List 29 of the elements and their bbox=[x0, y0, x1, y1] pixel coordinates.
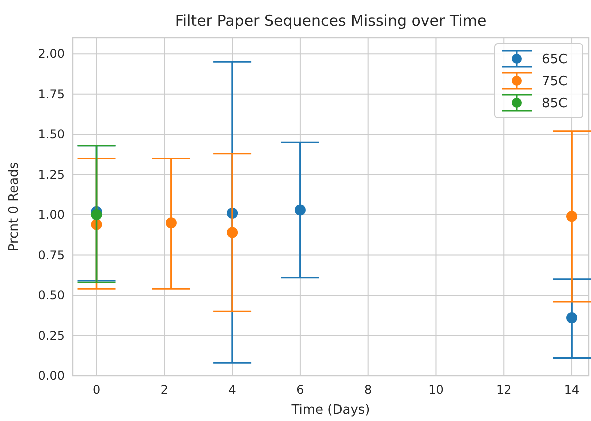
point bbox=[227, 227, 238, 238]
y-tick-label: 1.25 bbox=[38, 168, 65, 182]
x-axis-title: Time (Days) bbox=[290, 403, 370, 418]
y-tick-label: 0.25 bbox=[38, 328, 65, 343]
x-tick-label: 6 bbox=[296, 383, 304, 397]
y-tick-label: 0.00 bbox=[38, 369, 65, 383]
legend-label: 65C bbox=[542, 52, 568, 68]
y-tick-label: 0.50 bbox=[38, 288, 65, 303]
x-tick-label: 14 bbox=[564, 383, 580, 397]
y-tick-label: 1.00 bbox=[38, 208, 65, 222]
x-tick-label: 2 bbox=[160, 383, 168, 397]
point bbox=[91, 210, 102, 221]
x-tick-label: 4 bbox=[228, 383, 236, 397]
x-tick-label: 12 bbox=[496, 383, 512, 397]
legend-label: 75C bbox=[542, 74, 568, 90]
y-tick-label: 1.75 bbox=[38, 87, 65, 102]
y-tick-label: 0.75 bbox=[38, 248, 65, 262]
legend-label: 85C bbox=[542, 96, 568, 112]
chart-title: Filter Paper Sequences Missing over Time bbox=[175, 12, 487, 30]
point bbox=[166, 218, 177, 229]
point bbox=[566, 312, 578, 324]
x-tick-label: 0 bbox=[92, 383, 101, 397]
x-tick-label: 8 bbox=[364, 383, 372, 397]
x-tick-label: 10 bbox=[428, 383, 444, 397]
point bbox=[566, 211, 578, 222]
y-tick-label: 1.50 bbox=[38, 128, 65, 142]
point bbox=[294, 204, 306, 216]
y-axis-title: Prcnt 0 Reads bbox=[7, 162, 22, 252]
y-tick-label: 2.00 bbox=[38, 47, 65, 62]
